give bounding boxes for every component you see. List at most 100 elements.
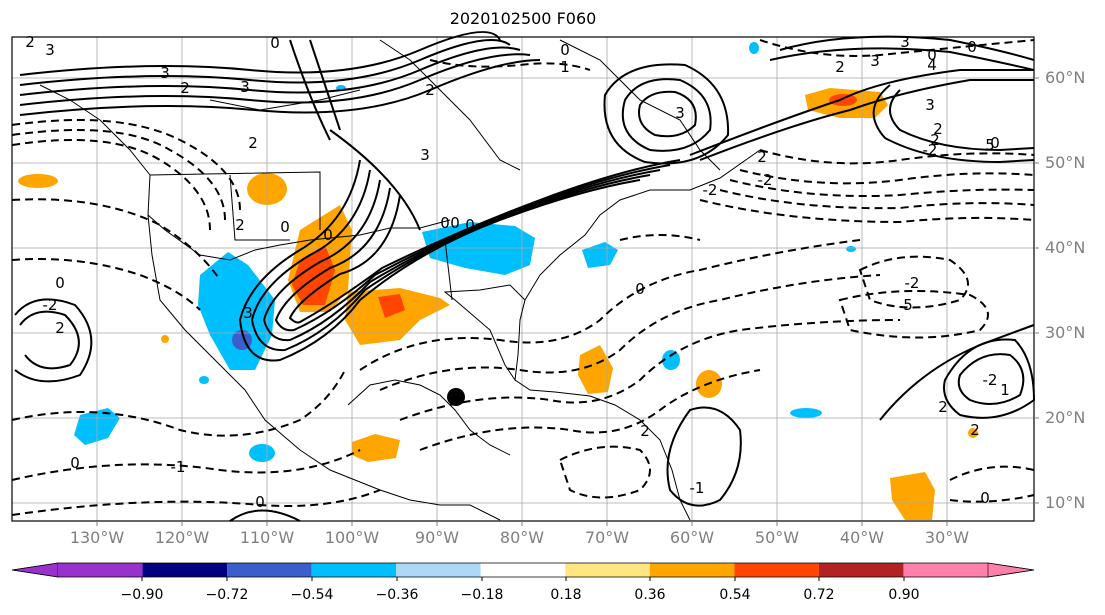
- contour-label: 4: [927, 56, 937, 74]
- anomaly-patch-negative: [198, 252, 275, 370]
- contour-label: -1: [690, 479, 705, 497]
- contour-label: 2: [757, 148, 767, 166]
- anomaly-patch-strong-positive: [829, 94, 857, 106]
- colorbar-segment: [565, 563, 650, 577]
- contour-label: -2: [983, 371, 998, 389]
- contour-label: 2: [930, 131, 940, 149]
- contour-label: 5: [903, 296, 913, 314]
- coastlines: [39, 39, 761, 521]
- anomaly-patch-negative: [662, 350, 680, 370]
- colorbar-segment: [227, 563, 312, 577]
- anomaly-patch-negative: [582, 242, 618, 268]
- lat-ticks: [1034, 77, 1039, 504]
- contour-label: 2: [640, 422, 650, 440]
- lon-label-70w: 70°W: [584, 528, 630, 547]
- anomaly-patch-positive: [18, 174, 58, 188]
- contour-label: 0: [450, 214, 460, 232]
- contour-label: 2: [25, 33, 35, 51]
- contour-label: 3: [420, 146, 430, 164]
- colorbar-outline: [11, 562, 1035, 578]
- lon-label-30w: 30°W: [924, 528, 970, 547]
- contour-label: 0: [55, 274, 65, 292]
- anomaly-patch-negative: [749, 42, 759, 54]
- anomaly-patch-strong-positive: [378, 294, 405, 318]
- contour-label: 3: [240, 78, 250, 96]
- anomaly-patch-negative: [846, 246, 856, 252]
- contour-label: 2: [970, 421, 980, 439]
- contour-label: 0: [635, 280, 645, 298]
- anomaly-patch-positive: [968, 428, 978, 438]
- colorbar-tick-label: 0.54: [719, 587, 751, 603]
- contour-label: 0: [560, 41, 570, 59]
- anomaly-patch-negative: [249, 444, 275, 462]
- storm-center-marker: [447, 388, 465, 406]
- contour-label: 1: [1000, 381, 1010, 399]
- contour-label: -1: [171, 458, 186, 476]
- contour-label: 0: [70, 454, 80, 472]
- colorbar-tick-label: −0.72: [205, 587, 249, 603]
- contour-label: 0: [990, 134, 1000, 152]
- contour-layer-dashed: [11, 39, 1035, 516]
- colorbar-tick-label: 0.36: [634, 587, 666, 603]
- colorbar-segment: [903, 563, 988, 577]
- contour-label: 1: [560, 58, 570, 76]
- lon-ticks: [96, 521, 948, 526]
- lat-label-20n: 20°N: [1045, 408, 1086, 427]
- colorbar-tick-label: −0.18: [460, 587, 504, 603]
- contour-label: 3: [900, 33, 910, 51]
- colorbar-tick-label: 0.90: [888, 587, 920, 603]
- contour-label: 2: [425, 81, 435, 99]
- colorbar-tick-label: −0.90: [120, 587, 164, 603]
- lat-label-40n: 40°N: [1045, 238, 1086, 257]
- contour-layer: [14, 31, 1036, 522]
- colorbar-segment: [58, 563, 143, 577]
- colorbar-segment: [649, 563, 735, 577]
- contour-label: 0: [465, 216, 475, 234]
- contour-label: -2: [703, 181, 718, 199]
- contour-label: 3: [870, 52, 880, 70]
- lat-label-10n: 10°N: [1045, 493, 1086, 512]
- lon-label-80w: 80°W: [499, 528, 545, 547]
- contour-label: 2: [248, 134, 258, 152]
- contour-label: 0: [280, 218, 290, 236]
- anomaly-patch-positive: [352, 434, 400, 462]
- contour-label: 0: [967, 38, 977, 56]
- contour-label: 0: [927, 46, 937, 64]
- lon-label-130w: 130°W: [69, 528, 125, 547]
- colorbar-tick-label: 0.72: [803, 587, 835, 603]
- lon-label-50w: 50°W: [754, 528, 800, 547]
- colorbar-segment: [818, 563, 904, 577]
- colorbar-tick-label: −0.54: [290, 587, 334, 603]
- lon-label-100w: 100°W: [324, 528, 380, 547]
- colorbar-segment: [396, 563, 481, 577]
- anomaly-patch-negative: [790, 408, 822, 418]
- lat-label-60n: 60°N: [1045, 68, 1086, 87]
- colorbar-tick-label: 0.18: [550, 587, 582, 603]
- colorbar-segment: [480, 563, 566, 577]
- contour-label: 2: [938, 398, 948, 416]
- anomaly-patch-negative: [422, 222, 535, 275]
- contour-label: 0: [270, 34, 280, 52]
- colorbar-segment: [311, 563, 397, 577]
- contour-label: 2: [55, 319, 65, 337]
- contour-label: 3: [243, 304, 253, 322]
- anomaly-patch-positive: [345, 288, 450, 345]
- colorbar-extend-min: [11, 562, 59, 578]
- contour-label: 3: [675, 104, 685, 122]
- lat-label-30n: 30°N: [1045, 323, 1086, 342]
- contour-label: -2: [905, 274, 920, 292]
- contour-label: 2: [235, 216, 245, 234]
- map-title: 2020102500 F060: [449, 9, 597, 28]
- lon-label-40w: 40°W: [839, 528, 885, 547]
- contour-label: 0: [255, 493, 265, 511]
- lat-label-50n: 50°N: [1045, 153, 1086, 172]
- colorbar-extend-max: [987, 562, 1035, 578]
- contour-label: 3: [925, 96, 935, 114]
- contour-label: -2: [923, 141, 938, 159]
- lon-label-90w: 90°W: [414, 528, 460, 547]
- anomaly-patch-negative: [199, 376, 209, 384]
- map-frame: [11, 36, 1035, 522]
- contour-label: 0: [323, 226, 333, 244]
